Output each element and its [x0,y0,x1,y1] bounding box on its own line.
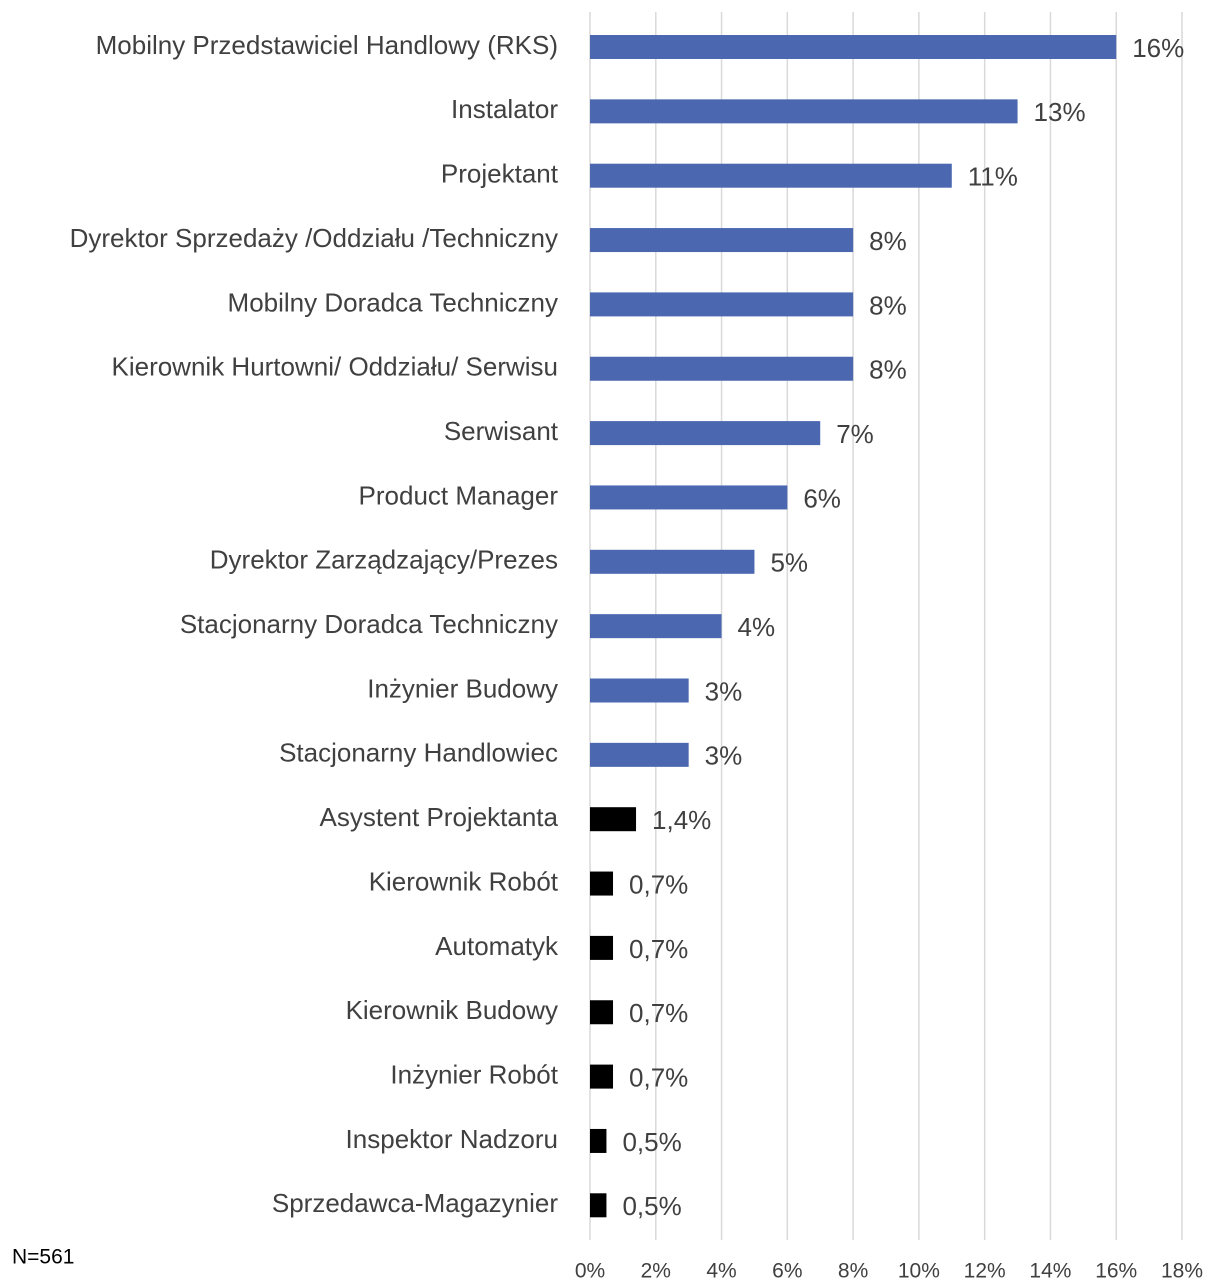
category-label: Projektant [441,159,559,189]
category-label: Inżynier Robót [390,1059,558,1089]
bar [590,421,821,446]
value-label: 11% [968,162,1018,192]
category-label: Asystent Projektanta [320,802,559,832]
bar [590,1000,614,1025]
category-label: Instalator [451,94,558,124]
bar [590,292,854,317]
bar [590,485,788,510]
bar [590,871,614,896]
bar [590,163,952,188]
value-label: 1,4% [652,805,711,835]
x-tick-label: 16% [1095,1260,1137,1282]
value-label: 0,5% [622,1191,681,1221]
category-label: Dyrektor Sprzedaży /Oddziału /Techniczny [70,223,558,253]
bar [590,807,637,832]
value-label: 6% [803,483,841,513]
category-label: Stacjonarny Doradca Techniczny [180,609,558,639]
category-label: Mobilny Przedstawiciel Handlowy (RKS) [96,30,558,60]
category-label: Sprzedawca-Magazynier [272,1188,558,1218]
x-tick-label: 6% [772,1260,802,1282]
bar [590,356,854,381]
category-label: Dyrektor Zarządzający/Prezes [210,545,558,575]
value-label: 13% [1034,97,1086,127]
bar [590,99,1018,124]
value-label: 0,7% [629,998,688,1028]
category-label: Serwisant [444,416,559,446]
bar [590,678,689,703]
bar [590,1064,614,1089]
value-label: 3% [705,741,743,771]
value-label: 5% [770,548,808,578]
value-label: 0,5% [622,1127,681,1157]
value-label: 0,7% [629,1062,688,1092]
value-label: 8% [869,290,907,320]
bar [590,614,722,639]
value-label: 0,7% [629,934,688,964]
x-tick-label: 2% [641,1260,671,1282]
category-label: Product Manager [359,480,559,510]
category-label: Kierownik Robót [369,866,559,896]
value-label: 7% [836,419,874,449]
x-tick-label: 18% [1161,1260,1203,1282]
x-tick-label: 12% [964,1260,1006,1282]
bar [590,549,755,574]
bar [590,228,854,253]
category-label: Kierownik Hurtowni/ Oddziału/ Serwisu [111,352,558,382]
value-label: 0,7% [629,869,688,899]
value-label: 8% [869,355,907,385]
bar [590,1128,607,1153]
x-tick-label: 4% [706,1260,736,1282]
sample-size-note: N=561 [12,1246,74,1269]
x-tick-label: 10% [898,1260,940,1282]
value-label: 8% [869,226,907,256]
category-label: Kierownik Budowy [346,995,558,1025]
category-label: Mobilny Doradca Techniczny [228,287,558,317]
x-tick-label: 0% [575,1260,605,1282]
bar [590,742,689,767]
bar [590,35,1117,59]
bar [590,935,614,960]
x-tick-label: 14% [1029,1260,1071,1282]
category-label: Stacjonarny Handlowiec [279,738,558,768]
x-tick-label: 8% [838,1260,868,1282]
value-label: 16% [1132,33,1184,63]
category-label: Inżynier Budowy [367,673,558,703]
category-label: Inspektor Nadzoru [346,1124,558,1154]
category-label: Automatyk [435,931,559,961]
value-label: 4% [738,612,776,642]
bar [590,1193,607,1218]
value-label: 3% [705,676,743,706]
